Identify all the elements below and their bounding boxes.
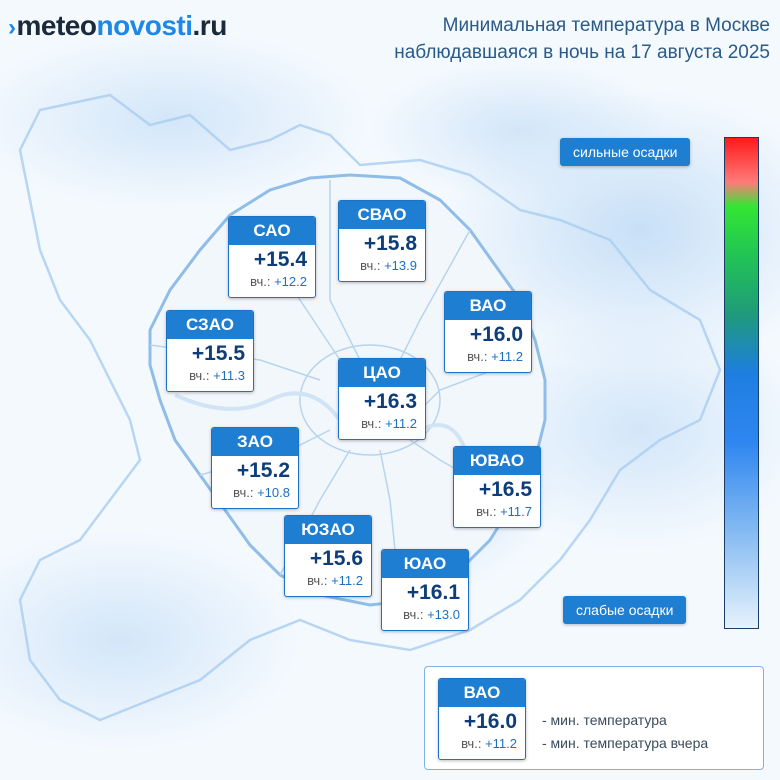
district-card-tsao: ЦАО +16.3 вч.: +11.2 [338, 358, 426, 440]
legend-sample-temp: +16.0 [463, 710, 517, 733]
district-prev-row: вч.: +12.2 [229, 273, 315, 289]
prev-label: вч.: [476, 504, 497, 519]
prev-label: вч.: [361, 416, 382, 431]
district-card-yuzao: ЮЗАО +15.6 вч.: +11.2 [284, 515, 372, 597]
logo-text-part2: novosti [96, 10, 193, 41]
district-name: ВАО [445, 292, 531, 320]
district-name: ЮАО [382, 550, 468, 578]
district-temp: +15.6 [309, 547, 363, 570]
prev-value: +12.2 [274, 274, 307, 289]
legend-sample-prev-row: вч.: +11.2 [439, 735, 525, 751]
scale-label-heavy: сильные осадки [560, 138, 691, 166]
title-line-2: наблюдавшаяся в ночь на 17 августа 2025 [394, 42, 770, 63]
district-prev-row: вч.: +11.2 [445, 348, 531, 364]
prev-value: +13.9 [384, 258, 417, 273]
legend-sample-name: ВАО [439, 679, 525, 707]
prev-value: +11.2 [331, 573, 363, 588]
prev-label: вч.: [307, 573, 328, 588]
prev-value: +11.2 [491, 349, 523, 364]
district-temp: +16.0 [469, 323, 523, 346]
legend-sample-card: ВАО +16.0 вч.: +11.2 [438, 678, 526, 760]
district-temp: +16.5 [478, 478, 532, 501]
precipitation-scale-bar [724, 137, 759, 629]
district-name: ЮВАО [454, 447, 540, 475]
prev-label: вч.: [403, 607, 424, 622]
prev-label: вч.: [467, 349, 488, 364]
prev-value: +10.8 [257, 485, 290, 500]
scale-label-light: слабые осадки [563, 596, 687, 624]
prev-label: вч.: [189, 368, 210, 383]
logo-text-part3: .ru [192, 10, 228, 41]
district-temp: +15.4 [253, 248, 307, 271]
district-card-yuao: ЮАО +16.1 вч.: +13.0 [381, 549, 469, 631]
district-card-szao: СЗАО +15.5 вч.: +11.3 [166, 310, 254, 392]
title-line-1: Минимальная температура в Москве [442, 15, 770, 36]
prev-value: +11.2 [385, 416, 417, 431]
district-card-yuvao: ЮВАО +16.5 вч.: +11.7 [453, 446, 541, 528]
district-name: СВАО [339, 201, 425, 229]
legend-sample-prev-label: вч.: [461, 736, 482, 751]
district-card-zao: ЗАО +15.2 вч.: +10.8 [211, 427, 299, 509]
district-name: САО [229, 217, 315, 245]
district-name: ЮЗАО [285, 516, 371, 544]
district-name: СЗАО [167, 311, 253, 339]
district-temp: +15.8 [363, 232, 417, 255]
prev-value: +11.3 [213, 368, 245, 383]
prev-value: +11.7 [500, 504, 532, 519]
district-card-svao: СВАО +15.8 вч.: +13.9 [338, 200, 426, 282]
district-card-sao: САО +15.4 вч.: +12.2 [228, 216, 316, 298]
prev-value: +13.0 [427, 607, 460, 622]
district-temp: +16.1 [406, 581, 460, 604]
logo-text-part1: meteo [16, 10, 97, 41]
district-prev-row: вч.: +11.2 [339, 415, 425, 431]
legend-sample-prev-value: +11.2 [485, 736, 517, 751]
prev-label: вч.: [250, 274, 271, 289]
district-prev-row: вч.: +13.9 [339, 257, 425, 273]
site-logo[interactable]: ›meteonovosti.ru [8, 10, 227, 42]
district-prev-row: вч.: +11.7 [454, 503, 540, 519]
district-prev-row: вч.: +11.3 [167, 367, 253, 383]
district-temp: +15.2 [236, 459, 290, 482]
district-card-vao: ВАО +16.0 вч.: +11.2 [444, 291, 532, 373]
district-prev-row: вч.: +10.8 [212, 484, 298, 500]
district-prev-row: вч.: +11.2 [285, 572, 371, 588]
district-name: ЦАО [339, 359, 425, 387]
page-title: Минимальная температура в Москве наблюда… [300, 12, 770, 66]
legend-line-min-temp-yesterday: - мин. температура вчера [542, 735, 709, 751]
prev-label: вч.: [233, 485, 254, 500]
district-temp: +16.3 [363, 390, 417, 413]
legend-line-min-temp: - мин. температура [542, 712, 667, 728]
prev-label: вч.: [360, 258, 381, 273]
district-temp: +15.5 [191, 342, 245, 365]
district-name: ЗАО [212, 428, 298, 456]
logo-mark-icon: › [8, 14, 16, 41]
district-prev-row: вч.: +13.0 [382, 606, 468, 622]
